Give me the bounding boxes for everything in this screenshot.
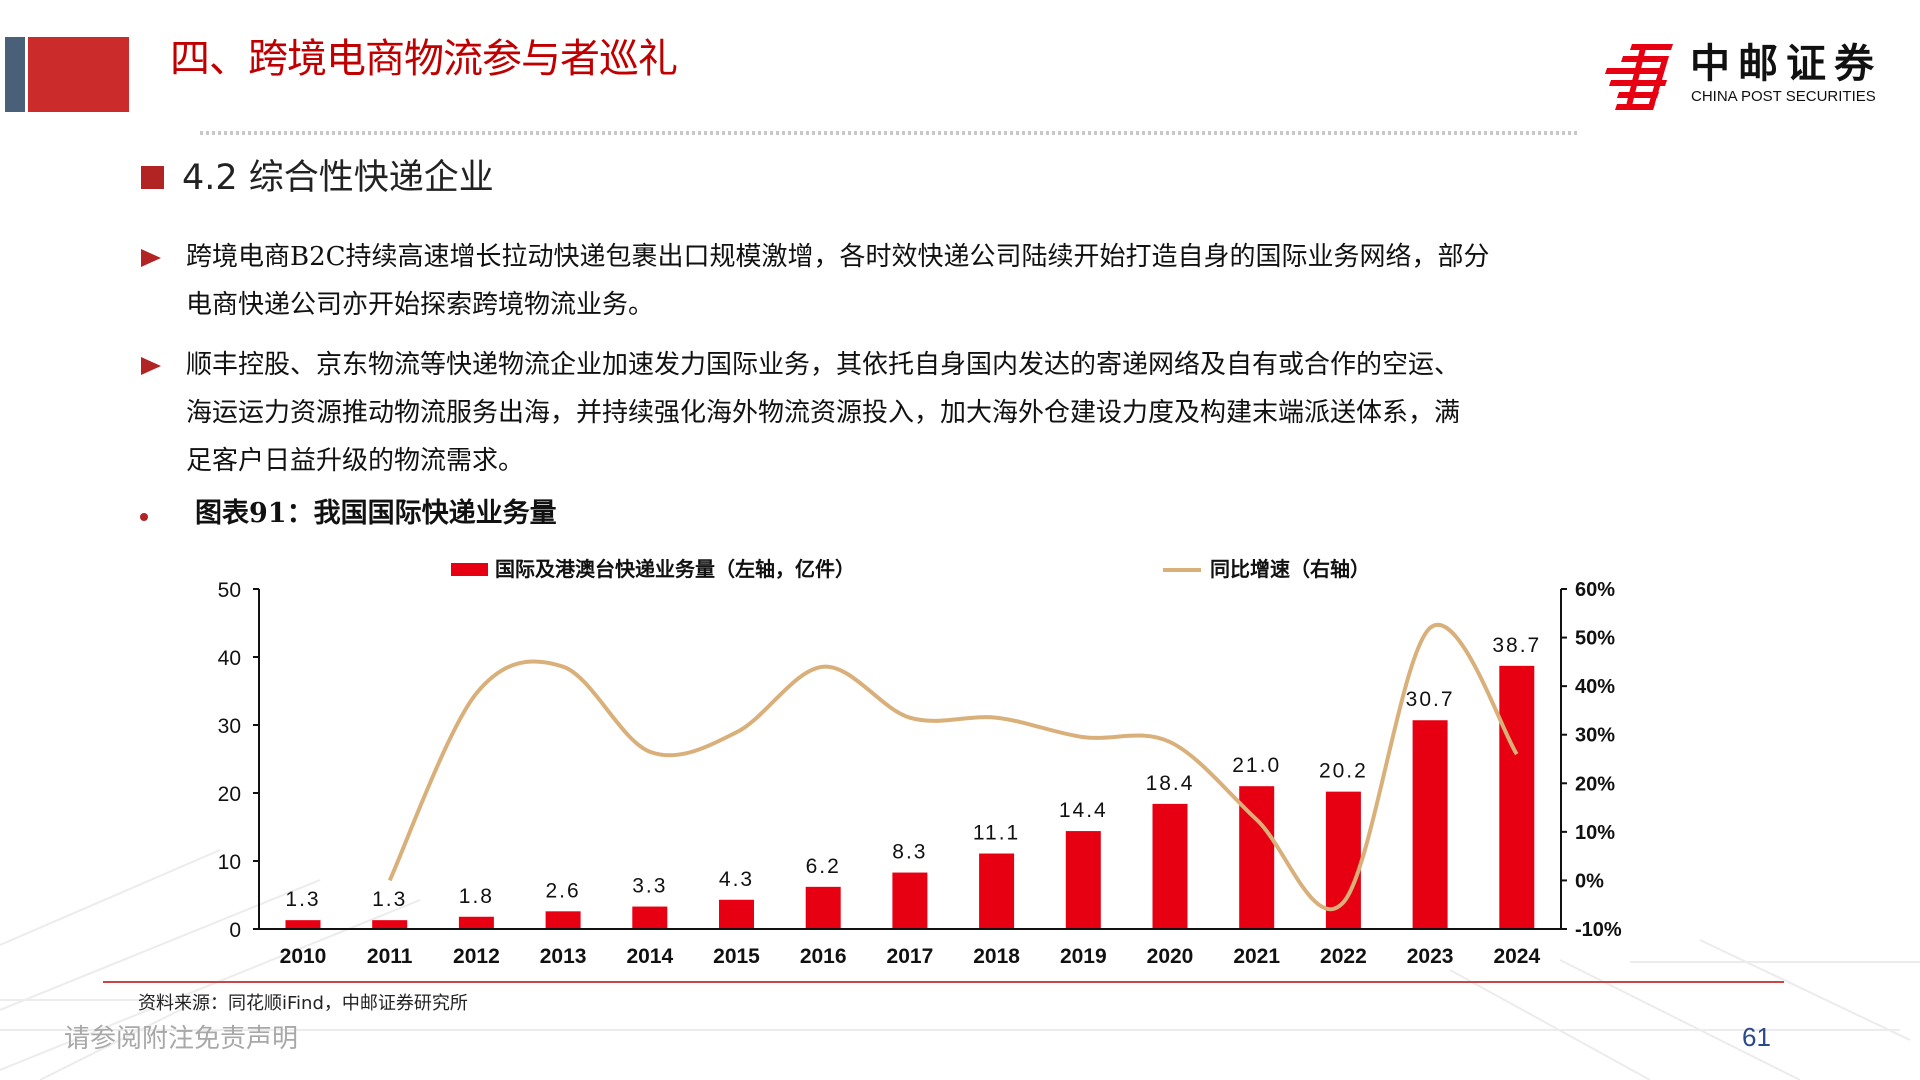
left-tick-label: 50 [218,579,241,602]
bar-2023 [1412,720,1448,929]
bullet-arrow-icon [141,249,161,267]
bar-label-2019: 14.4 [1059,799,1108,822]
bar-2016 [805,886,841,929]
bar-label-2017: 8.3 [892,841,927,864]
left-tick-label: 10 [218,851,241,874]
yoy-growth-line [387,622,1519,912]
x-tick-label-2022: 2022 [1320,945,1367,968]
bar-2020 [1152,803,1188,929]
x-tick-label-2024: 2024 [1493,945,1540,968]
bar-2014 [632,906,668,929]
bar-label-2013: 2.6 [545,879,580,902]
bar-2019 [1065,831,1101,929]
x-tick-label-2014: 2014 [626,945,673,968]
right-tick-label: 40% [1575,676,1615,698]
source-note: 资料来源：同花顺iFind，中邮证券研究所 [138,993,468,1014]
right-tick-label: 60% [1575,579,1615,601]
left-tick-label: 40 [218,647,241,670]
x-tick-label-2018: 2018 [973,945,1020,968]
bar-label-2023: 30.7 [1406,688,1455,711]
right-tick-label: 0% [1575,870,1604,892]
x-tick-label-2020: 2020 [1147,945,1194,968]
bar-2010 [285,920,321,929]
bullet-1-line-2: 电商快递公司亦开始探索跨境物流业务。 [186,290,655,320]
company-logo: 中邮证券 CHINA POST SECURITIES [1605,40,1895,112]
title-divider [200,131,1578,135]
bar-2018 [979,853,1015,929]
right-tick-label: 10% [1575,822,1615,844]
right-axis-ticks: -10% 0% 10% 20% 30% 40% 50% 60% [1561,579,1622,941]
bullet-1-line-1: 跨境电商B2C持续高速增长拉动快递包裹出口规模激增，各时效快递公司陆续开始打造自… [186,242,1490,272]
bullet-2-line-2: 海运运力资源推动物流服务出海，并持续强化海外物流资源投入，加大海外仓建设力度及构… [186,398,1461,428]
figure-title: 图表91：我国国际快递业务量 [195,498,557,529]
left-tick-label: 20 [218,783,241,806]
legend-bar-label: 国际及港澳台快递业务量（左轴，亿件） [495,557,855,581]
bar-2013 [545,911,581,929]
bar-label-2016: 6.2 [806,855,841,878]
left-axis-ticks: 0 10 20 30 40 50 [218,579,259,942]
bullet-2-line-3: 足客户日益升级的物流需求。 [186,446,525,476]
source-divider [103,981,1784,983]
bar-2022 [1325,791,1361,929]
x-tick-label-2023: 2023 [1407,945,1454,968]
x-tick-label-2012: 2012 [453,945,500,968]
x-tick-label-2017: 2017 [887,945,934,968]
section-marker-icon [141,166,164,189]
bar-2012 [458,916,494,929]
legend-line-swatch [1163,568,1201,572]
bar-label-2014: 3.3 [632,875,667,898]
bar-series [285,665,1535,929]
x-tick-label-2016: 2016 [800,945,847,968]
x-tick-label-2013: 2013 [540,945,587,968]
axes [253,589,1562,930]
x-tick-label-2015: 2015 [713,945,760,968]
right-tick-label: -10% [1575,919,1622,941]
bar-label-2018: 11.1 [973,822,1020,845]
right-tick-label: 50% [1575,628,1615,650]
logo-english-name: CHINA POST SECURITIES [1691,88,1876,105]
page-title: 四、跨境电商物流参与者巡礼 [170,36,678,82]
legend-bar-swatch [451,563,488,576]
bar-label-2024: 38.7 [1492,634,1541,657]
legend-line-label: 同比增速（右轴） [1210,557,1370,581]
bullet-arrow-icon [141,357,161,375]
bar-label-2022: 20.2 [1319,760,1368,783]
bullet-2-line-1: 顺丰控股、京东物流等快递物流企业加速发力国际业务，其依托自身国内发达的寄递网络及… [186,350,1461,380]
figure-bullet-icon [140,513,148,521]
bar-label-2010: 1.3 [285,888,320,911]
bar-2024 [1499,665,1535,929]
page-number: 61 [1742,1022,1771,1052]
bar-label-2021: 21.0 [1232,754,1281,777]
bar-label-2011: 1.3 [372,888,407,911]
bullet-paragraph-2: 顺丰控股、京东物流等快递物流企业加速发力国际业务，其依托自身国内发达的寄递网络及… [186,341,1766,485]
bar-label-2012: 1.8 [459,885,494,908]
x-tick-label-2010: 2010 [280,945,327,968]
bar-data-labels: 1.3 1.3 1.8 2.6 3.3 4.3 6.2 8.3 11.1 14.4 18.4 21.0… [285,634,1541,911]
x-tick-label-2021: 2021 [1233,945,1280,968]
bar-2017 [892,872,928,929]
header-accent-blue [5,37,25,112]
x-tick-label-2011: 2011 [367,945,413,968]
section-title: 4.2 综合性快递企业 [182,158,494,198]
left-tick-label: 30 [218,715,241,738]
right-tick-label: 20% [1575,773,1615,795]
x-axis-tick-labels: 2010 2011 2012 2013 2014 2015 2016 2017 2018 2019… [280,945,1541,968]
logo-chinese-name: 中邮证券 [1690,41,1882,87]
bar-label-2020: 18.4 [1146,772,1195,795]
china-post-emblem-icon [1605,44,1673,110]
disclaimer: 请参阅附注免责声明 [64,1024,299,1054]
bar-label-2015: 4.3 [719,868,754,891]
header-accent-red [28,37,129,112]
bar-2015 [719,899,754,929]
left-tick-label: 0 [229,919,241,942]
bullet-paragraph-1: 跨境电商B2C持续高速增长拉动快递包裹出口规模激增，各时效快递公司陆续开始打造自… [186,233,1766,329]
x-tick-label-2019: 2019 [1060,945,1107,968]
bar-2011 [372,920,408,929]
right-tick-label: 30% [1575,725,1615,747]
